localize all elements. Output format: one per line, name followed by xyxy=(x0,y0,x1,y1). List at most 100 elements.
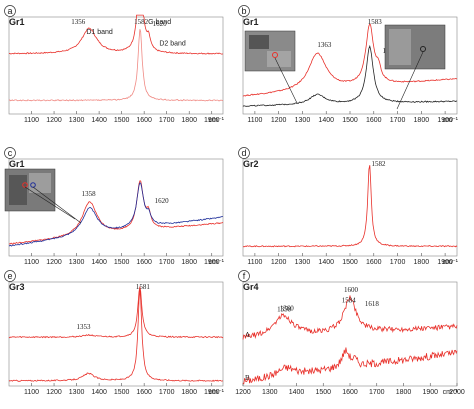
x-tick-label: 1300 xyxy=(69,117,85,124)
panel-letter: d xyxy=(241,148,246,158)
spectrum-series-2 xyxy=(8,29,224,102)
x-tick-label: 1900 xyxy=(437,117,453,124)
sample-label: Gr3 xyxy=(9,282,25,292)
x-tick-label: 1900 xyxy=(422,389,438,396)
x-tick-label: 1900 xyxy=(437,259,453,266)
x-tick-label: 1700 xyxy=(369,389,385,396)
spectrum-series-2 xyxy=(242,347,458,385)
panel-letter-circle xyxy=(4,270,16,282)
x-tick-label: 1100 xyxy=(24,117,39,124)
panel-b: 1100 1200 1300 1400 1500 1600 1700 1800 1900cm⁻¹… xyxy=(238,5,459,124)
x-tick-label: 1700 xyxy=(159,259,175,266)
peak-annotation: 1358 xyxy=(82,190,97,198)
spectrum-series-1 xyxy=(8,286,224,339)
plot-frame xyxy=(242,158,458,257)
x-tick-label: 1200 xyxy=(46,259,62,266)
x-tick-label: 1600 xyxy=(136,389,152,396)
x-tick-label: 1800 xyxy=(181,389,197,396)
x-unit-label: cm⁻¹ xyxy=(209,117,225,124)
x-tick-label: 1400 xyxy=(91,389,107,396)
peak-annotation: 1360 xyxy=(280,304,295,312)
sample-label: Gr1 xyxy=(9,17,25,27)
x-tick-label: 1400 xyxy=(91,259,107,266)
spectrum-series-2 xyxy=(242,44,458,107)
micrograph-inset xyxy=(244,30,298,104)
spectrum-series-2 xyxy=(8,182,223,247)
x-tick-label: 1100 xyxy=(24,259,39,266)
x-tick-label: 1600 xyxy=(342,389,358,396)
panel-letter-circle xyxy=(4,5,16,17)
micrograph-inset xyxy=(384,24,446,110)
plot-frame xyxy=(8,281,224,387)
sample-label: Gr2 xyxy=(243,159,259,169)
x-tick-label: 1700 xyxy=(159,117,175,124)
series-label: A xyxy=(245,331,250,339)
x-tick-label: 1500 xyxy=(114,389,130,396)
x-tick-label: 1600 xyxy=(366,259,382,266)
spectrum-series-1 xyxy=(242,295,458,340)
spectrum-series-1 xyxy=(8,180,224,245)
peak-annotation: 1583 xyxy=(368,18,383,26)
x-tick-label: 1500 xyxy=(114,117,130,124)
panel-a: 1100 1200 1300 1400 1500 1600 1700 1800 1900cm⁻¹… xyxy=(4,5,225,124)
spectrum-series-1 xyxy=(8,14,223,55)
sample-label: Gr1 xyxy=(243,17,259,27)
x-tick-label: 1600 xyxy=(136,117,152,124)
peak-annotation: D1 band xyxy=(86,29,113,36)
x-tick-label: 1200 xyxy=(271,117,287,124)
panel-letter-circle xyxy=(238,5,250,17)
spectrum-series-2 xyxy=(8,289,224,382)
x-tick-label: 1100 xyxy=(247,117,262,124)
x-tick-label: 1400 xyxy=(289,389,305,396)
panel-letter-circle xyxy=(238,147,250,159)
peak-annotation: G band xyxy=(148,19,171,26)
panel-letter: c xyxy=(8,148,13,158)
peak-annotation: 1600 xyxy=(344,286,359,294)
series-label: B xyxy=(245,374,250,382)
x-tick-label: 1700 xyxy=(390,117,406,124)
panel-f: 1200 1300 1400 1500 1600 1700 1800 1900 2000cm⁻¹… xyxy=(235,270,465,396)
x-tick-label: 1300 xyxy=(262,389,278,396)
panel-d: 1100 1200 1300 1400 1500 1600 1700 1800 1900cm⁻¹… xyxy=(238,147,459,266)
x-tick-label: 1200 xyxy=(235,389,251,396)
x-tick-label: 1900 xyxy=(204,259,220,266)
x-tick-label: 1700 xyxy=(159,389,175,396)
x-tick-label: 1900 xyxy=(204,117,220,124)
peak-annotation: 1584 xyxy=(342,297,357,305)
x-tick-label: 1300 xyxy=(295,117,311,124)
plot-frame xyxy=(8,16,224,115)
x-tick-label: 1300 xyxy=(69,259,85,266)
panel-letter-circle xyxy=(4,147,16,159)
peak-annotation: 1582 xyxy=(371,160,386,168)
panel-letter-circle xyxy=(238,270,250,282)
micrograph-inset xyxy=(4,168,82,224)
panel-letter: e xyxy=(7,271,12,281)
peak-annotation: 1618 xyxy=(365,300,380,308)
peak-annotation: 1581 xyxy=(136,283,151,291)
x-tick-label: 1800 xyxy=(414,117,430,124)
x-tick-label: 1600 xyxy=(136,259,152,266)
x-unit-label: cm⁻¹ xyxy=(209,389,225,396)
peak-annotation: 1363 xyxy=(317,41,332,49)
spectrum-series-1 xyxy=(242,165,458,248)
sample-label: Gr4 xyxy=(243,282,259,292)
x-tick-label: 1600 xyxy=(366,117,382,124)
x-tick-label: 1100 xyxy=(24,389,39,396)
peak-annotation: 1620 xyxy=(155,197,170,205)
sample-label: Gr1 xyxy=(9,159,25,169)
x-tick-label: 1500 xyxy=(315,389,331,396)
panel-letter: b xyxy=(241,6,246,16)
panel-e: 1100 1200 1300 1400 1500 1600 1700 1800 1900cm⁻¹… xyxy=(4,270,225,396)
peak-annotation: 1350 xyxy=(277,306,292,314)
x-tick-label: 1200 xyxy=(46,117,62,124)
x-tick-label: 1200 xyxy=(46,389,62,396)
x-tick-label: 1900 xyxy=(204,389,220,396)
x-tick-label: 1300 xyxy=(295,259,311,266)
x-tick-label: 1800 xyxy=(181,259,197,266)
peak-annotation: 1582 xyxy=(134,18,149,26)
x-tick-label: 1800 xyxy=(396,389,412,396)
panel-letter: a xyxy=(7,6,12,16)
x-tick-label: 1200 xyxy=(271,259,287,266)
x-tick-label: 1500 xyxy=(342,117,358,124)
